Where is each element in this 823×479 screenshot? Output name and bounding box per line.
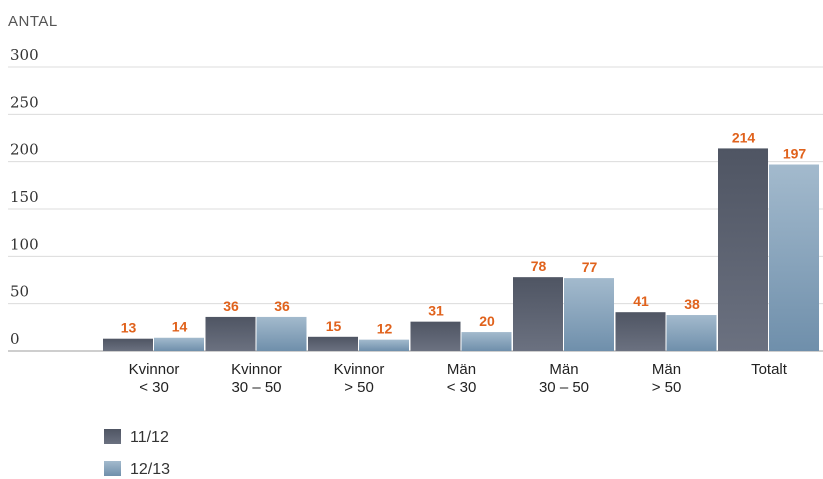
bar: [513, 277, 563, 351]
x-tick-label: Män: [549, 361, 578, 378]
bar: [564, 278, 614, 351]
x-tick-label: 30 – 50: [539, 379, 589, 396]
x-tick-label: 30 – 50: [231, 379, 281, 396]
x-tick-label: > 50: [344, 379, 374, 396]
legend-label: 12/13: [130, 461, 170, 478]
x-tick-label: Män: [652, 361, 681, 378]
x-tick-label: < 30: [139, 379, 169, 396]
bar: [461, 332, 512, 351]
bar: [769, 164, 819, 351]
bar: [359, 339, 409, 351]
bar: [666, 315, 717, 351]
data-label: 214: [732, 129, 756, 145]
data-label: 77: [582, 259, 598, 275]
data-label: 36: [274, 298, 290, 314]
y-tick-label: 50: [10, 283, 29, 301]
data-label: 31: [428, 303, 444, 319]
legend-swatch: [104, 429, 121, 444]
data-label: 14: [172, 319, 188, 335]
y-tick-label: 200: [10, 141, 39, 159]
y-tick-label: 300: [10, 46, 39, 64]
data-label: 78: [531, 258, 547, 274]
y-tick-label: 100: [10, 235, 39, 253]
x-tick-label: Kvinnor: [129, 361, 180, 378]
data-label: 36: [223, 298, 239, 314]
data-label: 13: [121, 320, 137, 336]
x-tick-label: < 30: [447, 379, 477, 396]
data-label: 20: [479, 313, 495, 329]
bar: [308, 336, 358, 351]
bar: [103, 338, 153, 351]
legend-label: 11/12: [130, 429, 169, 446]
legend-swatch: [104, 461, 121, 476]
x-tick-label: Män: [447, 361, 476, 378]
x-tick-label: Totalt: [751, 361, 788, 378]
bar: [154, 337, 204, 351]
bar: [410, 321, 461, 351]
x-tick-label: Kvinnor: [231, 361, 282, 378]
data-label: 41: [633, 293, 649, 309]
data-label: 15: [326, 318, 342, 334]
data-label: 38: [684, 296, 700, 312]
bar: [615, 312, 666, 351]
bar: [205, 316, 256, 351]
x-tick-label: > 50: [652, 379, 682, 396]
y-tick-label: 0: [10, 330, 20, 348]
bar: [256, 316, 307, 351]
data-label: 12: [377, 321, 393, 337]
x-tick-label: Kvinnor: [334, 361, 385, 378]
y-tick-label: 150: [10, 188, 39, 206]
data-label: 197: [783, 146, 807, 162]
y-tick-label: 250: [10, 93, 39, 111]
y-axis-label: ANTAL: [8, 13, 58, 30]
bar: [718, 148, 768, 351]
